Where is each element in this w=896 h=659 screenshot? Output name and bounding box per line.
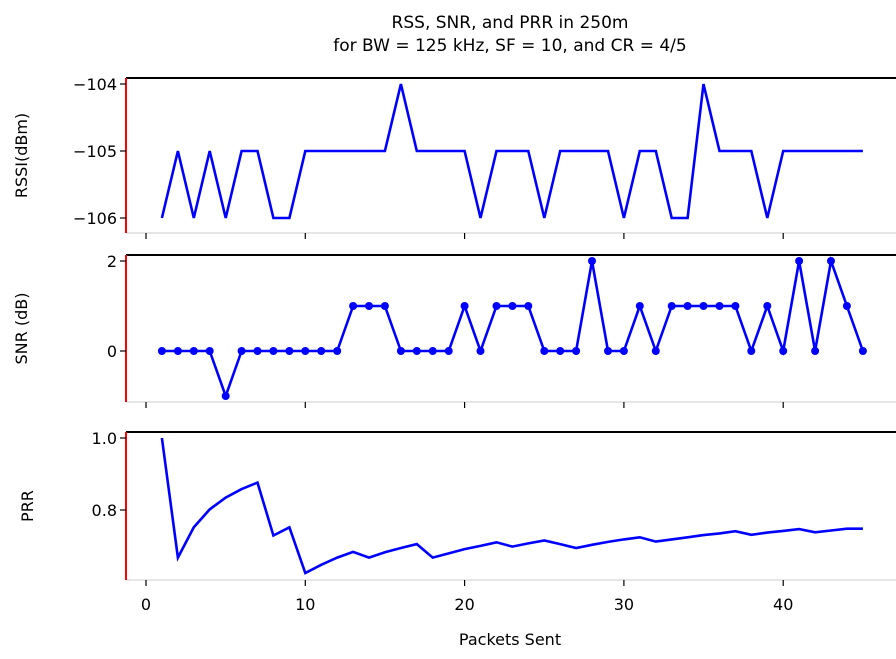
y-tick-label: −106 [73, 209, 117, 228]
data-point [396, 347, 405, 355]
x-axis-label: Packets Sent [459, 630, 561, 649]
data-point [365, 302, 373, 310]
data-point [747, 347, 756, 355]
data-point [253, 347, 262, 355]
data-point [428, 347, 437, 355]
data-point [157, 347, 166, 355]
data-point [842, 302, 851, 310]
y-axis-label: SNR (dB) [12, 293, 31, 365]
subplots: −104 −105 −106 RSSI(dBm) 2 0 SNR (dB) 1.0 0.8 PRR [12, 75, 896, 586]
y-tick-label: 1.0 [92, 429, 117, 448]
data-point [269, 347, 278, 355]
data-point [189, 347, 198, 355]
x-tick-label: 40 [773, 595, 793, 614]
subplot-3: 1.0 0.8 PRR [18, 429, 896, 586]
data-point [635, 302, 644, 310]
x-tick-label: 30 [614, 595, 634, 614]
data-point [173, 347, 182, 355]
data-point [683, 302, 692, 310]
data-point [572, 347, 581, 355]
chart-title-line2: for BW = 125 kHz, SF = 10, and CR = 4/5 [333, 36, 686, 56]
data-point [237, 347, 246, 355]
data-point [715, 302, 724, 310]
data-point [349, 302, 358, 310]
data-point [556, 347, 565, 355]
series-line [160, 437, 863, 575]
data-point [651, 347, 660, 355]
y-tick-label: −104 [73, 75, 117, 94]
y-tick-label: 2 [107, 252, 117, 271]
data-point [508, 302, 517, 310]
y-axis-label: PRR [18, 490, 37, 522]
data-point [540, 347, 549, 355]
data-point [667, 302, 676, 310]
data-point [699, 302, 708, 310]
data-point [333, 347, 342, 355]
x-tick-label: 10 [295, 595, 315, 614]
data-point [476, 347, 485, 355]
subplot-2: 2 0 SNR (dB) [12, 252, 896, 408]
series-line [160, 83, 863, 220]
data-point [604, 347, 612, 355]
y-axis-label: RSSI(dBm) [12, 113, 31, 198]
data-point [858, 347, 867, 355]
y-tick-label: 0.8 [92, 501, 117, 520]
data-point [412, 347, 421, 355]
data-point [588, 257, 596, 265]
data-point [205, 347, 214, 355]
data-point [811, 347, 820, 355]
data-point [492, 302, 501, 310]
x-tick-label: 20 [454, 595, 474, 614]
data-point [827, 257, 835, 265]
data-point [301, 347, 310, 355]
data-point [795, 257, 804, 265]
data-point [380, 302, 389, 310]
chart-title-line1: RSS, SNR, and PRR in 250m [392, 13, 629, 33]
data-point [285, 347, 294, 355]
data-point [619, 347, 628, 355]
data-point [444, 347, 453, 355]
subplot-1: −104 −105 −106 RSSI(dBm) [12, 75, 896, 239]
data-point [524, 302, 533, 310]
series-line [161, 255, 865, 400]
data-point [460, 302, 469, 310]
data-point [221, 392, 230, 400]
data-point [779, 347, 788, 355]
y-tick-label: −105 [73, 142, 117, 161]
x-tick-label: 0 [141, 595, 151, 614]
data-point [317, 347, 326, 355]
data-point [731, 302, 740, 310]
y-tick-label: 0 [107, 342, 117, 361]
data-point [763, 302, 772, 310]
